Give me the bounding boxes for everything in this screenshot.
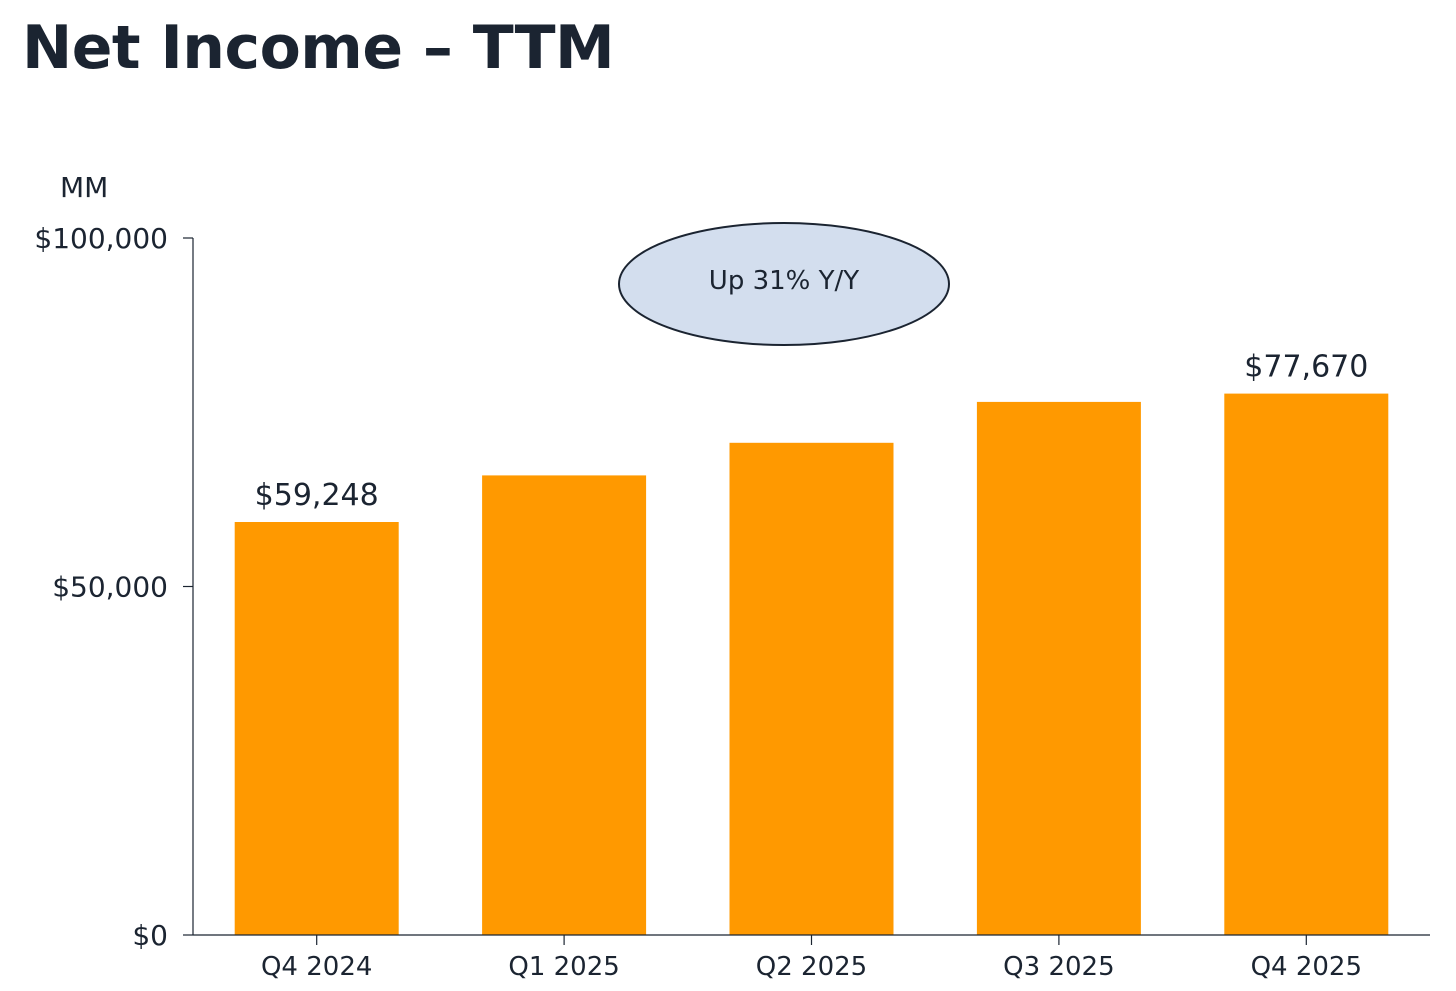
data-label: $59,248 bbox=[255, 478, 379, 513]
labels-group: $59,248 $77,670 bbox=[255, 350, 1369, 513]
x-tick-label: Q1 2025 bbox=[508, 952, 619, 982]
data-label: $77,670 bbox=[1244, 350, 1368, 385]
y-tick-label: $0 bbox=[132, 919, 168, 952]
bar-q4-2025 bbox=[1224, 393, 1389, 936]
y-tick-label: $100,000 bbox=[34, 222, 168, 255]
axes-group: $0 $50,000 $100,000 Q4 2024 Q1 2025 Q2 2025 Q3… bbox=[34, 222, 1430, 982]
bars-group bbox=[234, 393, 1389, 936]
callout-text: Up 31% Y/Y bbox=[709, 266, 859, 296]
bar-q1-2025 bbox=[482, 475, 647, 935]
bar-q2-2025 bbox=[729, 442, 894, 935]
callout-ellipse bbox=[618, 222, 950, 346]
bar-q3-2025 bbox=[976, 401, 1141, 935]
x-tick-label: Q2 2025 bbox=[756, 952, 867, 982]
x-tick-label: Q3 2025 bbox=[1003, 952, 1114, 982]
bar-q4-2024 bbox=[234, 522, 399, 935]
x-tick-label: Q4 2024 bbox=[261, 952, 372, 982]
chart-title: Net Income – TTM bbox=[22, 13, 615, 83]
x-tick-label: Q4 2025 bbox=[1251, 952, 1362, 982]
y-axis-unit-label: MM bbox=[60, 171, 109, 204]
y-tick-label: $50,000 bbox=[52, 571, 168, 604]
callout-annotation: Up 31% Y/Y bbox=[618, 222, 950, 346]
